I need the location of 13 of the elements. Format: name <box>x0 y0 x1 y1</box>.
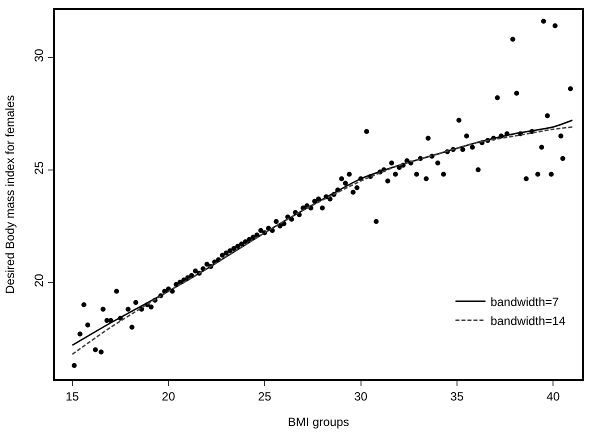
x-tick-label: 30 <box>354 389 368 404</box>
x-axis-title: BMI groups <box>288 414 350 429</box>
y-axis-title: Desired Body mass index for females <box>3 95 17 294</box>
y-tick-label: 25 <box>32 160 46 175</box>
legend-label: bandwidth=14 <box>490 314 566 328</box>
y-tick-label: 20 <box>32 273 46 288</box>
x-tick-label: 20 <box>162 389 176 404</box>
x-tick-label: 35 <box>450 389 464 404</box>
legend-label: bandwidth=7 <box>490 294 560 309</box>
x-tick-label: 25 <box>258 389 272 404</box>
x-tick-label: 40 <box>546 389 560 404</box>
y-tick-label: 30 <box>32 48 46 62</box>
x-tick-label: 15 <box>66 389 80 404</box>
